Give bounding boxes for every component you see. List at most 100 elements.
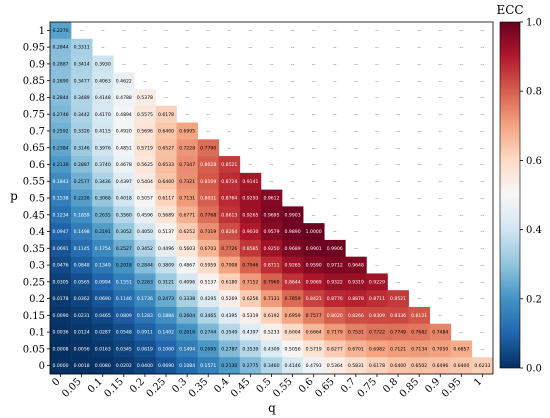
empty-cell-marker: -- (396, 246, 400, 252)
cell-value-label: 0.6703 (200, 246, 216, 252)
empty-cell-marker: -- (249, 145, 253, 151)
cell-value-label: 0.9590 (306, 263, 322, 269)
cell-value-label: 0.1884 (158, 313, 174, 319)
empty-cell-marker: -- (206, 95, 210, 101)
heatmap-cell (92, 55, 114, 73)
colorbar-tick-label: 0.4 (526, 225, 542, 236)
cell-value-label: 0.7008 (221, 263, 237, 269)
cell-value-label: 0.7577 (306, 313, 322, 319)
cell-value-label: 0.4397 (242, 330, 258, 336)
heatmap-cell (92, 239, 114, 257)
cell-value-label: 0.9293 (242, 196, 258, 202)
cell-value-label: 0.3338 (179, 296, 195, 302)
empty-cell-marker: -- (312, 45, 316, 51)
cell-value-label: 0.6982 (369, 346, 385, 352)
empty-cell-marker: -- (333, 78, 337, 84)
empty-cell-marker: -- (481, 313, 485, 319)
heatmap-cell (324, 290, 346, 308)
heatmap-cell (113, 223, 135, 241)
heatmap-cell (113, 239, 135, 257)
y-tick-label: 0.8 (29, 93, 45, 104)
empty-cell-marker: -- (375, 129, 379, 135)
empty-cell-marker: -- (228, 145, 232, 151)
cell-value-label: 0.2844 (53, 95, 69, 101)
heatmap-cell (155, 340, 177, 358)
cell-value-label: 0.0231 (74, 313, 90, 319)
cell-value-label: 0.9141 (242, 179, 258, 185)
cell-value-label: 0.2887 (53, 62, 69, 68)
empty-cell-marker: -- (375, 229, 379, 235)
cell-value-label: 1.0000 (306, 229, 322, 235)
empty-cell-marker: -- (270, 145, 274, 151)
heatmap-cell (282, 223, 304, 241)
empty-cell-marker: -- (228, 95, 232, 101)
heatmap-cell (50, 357, 72, 375)
cell-value-label: 0.7321 (179, 179, 195, 185)
cell-value-label: 0.6256 (242, 296, 258, 302)
empty-cell-marker: -- (460, 145, 464, 151)
cell-value-label: 0.2191 (95, 229, 111, 235)
heatmap-cell (260, 306, 283, 325)
heatmap-cell (197, 139, 220, 157)
heatmap-cell (260, 357, 283, 375)
empty-cell-marker: -- (101, 28, 105, 34)
heatmap-cell (92, 357, 114, 375)
heatmap-cell (113, 89, 135, 107)
heatmap-cell (282, 256, 304, 274)
heatmap-cell (366, 306, 388, 325)
cell-value-label: 0.6178 (369, 363, 385, 369)
heatmap-cell (303, 273, 325, 291)
heatmap-cell (345, 256, 367, 274)
empty-cell-marker: -- (438, 28, 442, 34)
cell-value-label: 0.4148 (95, 95, 111, 101)
empty-cell-marker: -- (228, 112, 232, 118)
empty-cell-marker: -- (460, 212, 464, 218)
empty-cell-marker: -- (481, 330, 485, 336)
empty-cell-marker: -- (354, 212, 358, 218)
cell-value-label: 0.0008 (53, 346, 69, 352)
cell-value-label: 0.1084 (179, 363, 195, 369)
cell-value-label: 0.0000 (53, 363, 69, 369)
cell-value-label: 0.7179 (327, 330, 343, 336)
y-tick-label: 0.85 (23, 76, 45, 87)
cell-value-label: 0.6277 (327, 346, 343, 352)
empty-cell-marker: -- (164, 28, 168, 34)
empty-cell-marker: -- (164, 78, 168, 84)
heatmap-cell (282, 323, 304, 341)
cell-value-label: 0.9612 (263, 196, 279, 202)
empty-cell-marker: -- (396, 279, 400, 285)
empty-cell-marker: -- (143, 45, 147, 51)
empty-cell-marker: -- (438, 229, 442, 235)
heatmap-cell (239, 306, 262, 325)
cell-value-label: 0.9695 (263, 212, 279, 218)
empty-cell-marker: -- (228, 28, 232, 34)
cell-value-label: 0.7790 (200, 145, 216, 151)
heatmap-cell (113, 306, 135, 325)
empty-cell-marker: -- (333, 162, 337, 168)
empty-cell-marker: -- (291, 78, 295, 84)
heatmap-cell (92, 105, 114, 123)
heatmap-cell (366, 357, 388, 375)
empty-cell-marker: -- (396, 145, 400, 151)
empty-cell-marker: -- (270, 28, 274, 34)
empty-cell-marker: -- (417, 212, 421, 218)
heatmap-cell (50, 89, 72, 107)
empty-cell-marker: -- (185, 95, 189, 101)
empty-cell-marker: -- (312, 95, 316, 101)
cell-value-label: 0.9901 (306, 246, 322, 252)
cell-value-label: 0.0305 (53, 279, 69, 285)
heatmap-cell (345, 306, 367, 325)
empty-cell-marker: -- (460, 28, 464, 34)
cell-value-label: 0.9689 (285, 246, 301, 252)
heatmap-cell (155, 122, 177, 140)
cell-value-label: 0.5319 (242, 313, 258, 319)
cell-value-label: 0.4397 (116, 179, 132, 185)
heatmap-cell (134, 172, 156, 190)
cell-value-label: 0.8109 (200, 179, 216, 185)
heatmap-cell (408, 357, 431, 375)
x-tick-label: 0.45 (229, 376, 253, 400)
heatmap-cell (303, 239, 325, 257)
heatmap-cell (134, 105, 156, 123)
empty-cell-marker: -- (396, 45, 400, 51)
heatmap-cell (303, 357, 325, 375)
